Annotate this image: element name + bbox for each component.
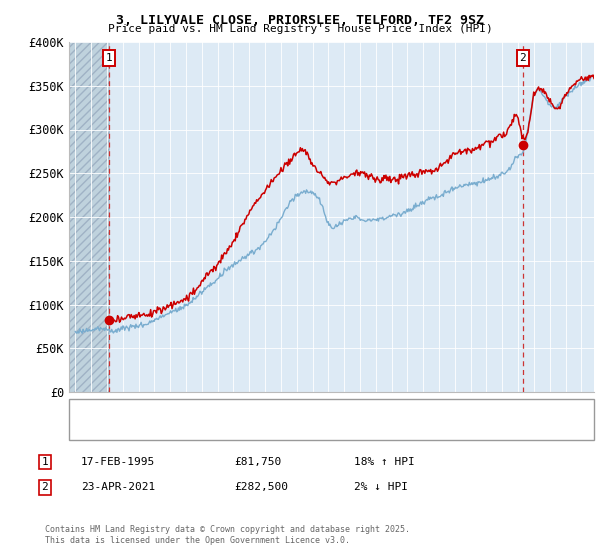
Text: 3, LILYVALE CLOSE, PRIORSLEE, TELFORD, TF2 9SZ (detached house): 3, LILYVALE CLOSE, PRIORSLEE, TELFORD, T… <box>114 405 484 416</box>
Text: Price paid vs. HM Land Registry's House Price Index (HPI): Price paid vs. HM Land Registry's House … <box>107 24 493 34</box>
Text: Contains HM Land Registry data © Crown copyright and database right 2025.
This d: Contains HM Land Registry data © Crown c… <box>45 525 410 545</box>
Text: 18% ↑ HPI: 18% ↑ HPI <box>354 457 415 467</box>
Text: £282,500: £282,500 <box>234 482 288 492</box>
Text: 1: 1 <box>106 53 112 63</box>
Text: HPI: Average price, detached house, Telford and Wrekin: HPI: Average price, detached house, Telf… <box>114 424 431 435</box>
Text: 2% ↓ HPI: 2% ↓ HPI <box>354 482 408 492</box>
Text: £81,750: £81,750 <box>234 457 281 467</box>
Text: 2: 2 <box>41 482 49 492</box>
Text: 2: 2 <box>520 53 526 63</box>
Text: 3, LILYVALE CLOSE, PRIORSLEE, TELFORD, TF2 9SZ: 3, LILYVALE CLOSE, PRIORSLEE, TELFORD, T… <box>116 14 484 27</box>
Text: 23-APR-2021: 23-APR-2021 <box>81 482 155 492</box>
Text: 1: 1 <box>41 457 49 467</box>
Text: 17-FEB-1995: 17-FEB-1995 <box>81 457 155 467</box>
Bar <box>69 42 109 392</box>
